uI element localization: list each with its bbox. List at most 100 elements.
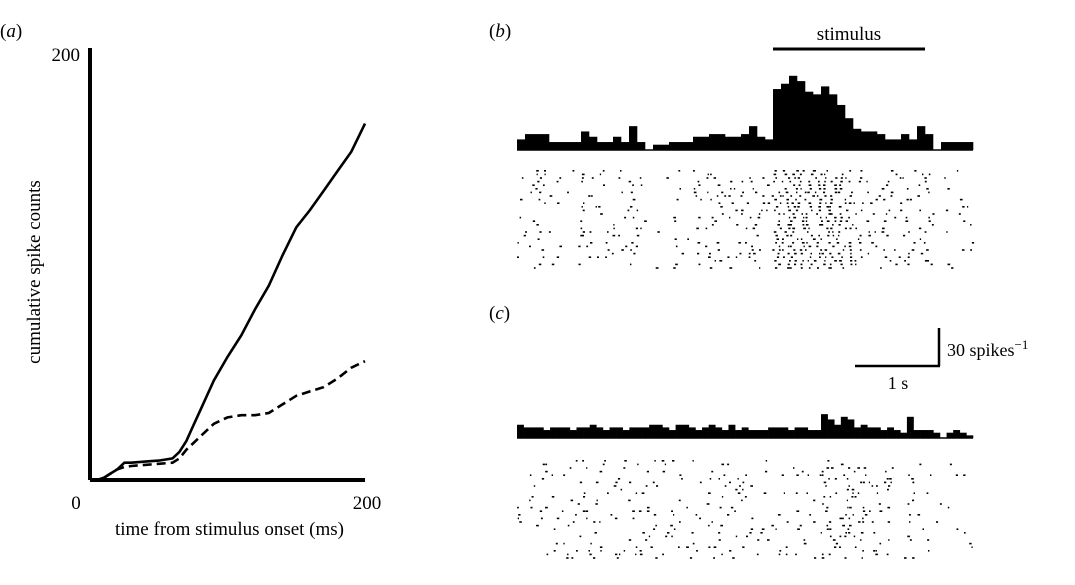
histogram-bar	[556, 427, 564, 438]
spike-tick	[936, 521, 939, 523]
spike-tick	[926, 492, 929, 494]
spike-tick	[632, 517, 635, 520]
spike-tick	[821, 470, 824, 473]
spike-tick	[842, 524, 845, 527]
spike-tick	[795, 209, 799, 212]
spike-tick	[840, 180, 843, 183]
histogram-bar	[906, 416, 914, 438]
spike-tick	[720, 206, 723, 208]
spike-tick	[647, 506, 650, 509]
spike-tick	[655, 524, 657, 527]
spike-tick	[517, 242, 519, 244]
spike-tick	[828, 209, 831, 212]
histogram-bar	[926, 430, 934, 438]
spike-tick	[730, 180, 733, 183]
spike-tick	[894, 249, 896, 251]
spike-tick	[798, 184, 801, 186]
spike-tick	[667, 532, 670, 534]
spike-tick	[840, 263, 843, 266]
spike-tick	[828, 267, 831, 269]
spike-tick	[582, 460, 584, 462]
spike-tick	[871, 242, 874, 244]
spike-tick	[595, 481, 599, 484]
spike-tick	[628, 539, 632, 541]
histogram-bar	[589, 424, 597, 438]
histogram-bar	[576, 427, 584, 438]
histogram-bar	[787, 430, 795, 438]
spike-tick	[803, 539, 806, 541]
spike-tick	[956, 528, 959, 530]
histogram-bar	[728, 424, 736, 438]
spike-tick	[795, 198, 797, 201]
spike-tick	[551, 496, 555, 498]
histogram-bar	[597, 142, 606, 150]
spike-tick	[958, 213, 961, 215]
spike-tick	[808, 245, 812, 248]
spike-tick	[742, 191, 744, 194]
spike-tick	[844, 227, 847, 230]
spike-tick	[779, 550, 782, 552]
spike-tick	[918, 227, 922, 230]
spike-tick	[718, 202, 721, 204]
spike-tick	[854, 546, 857, 548]
spike-tick	[862, 481, 865, 484]
spike-tick	[857, 467, 860, 469]
spike-tick	[849, 227, 852, 230]
spike-tick	[619, 553, 621, 556]
spike-tick	[838, 206, 842, 208]
spike-tick	[797, 177, 800, 179]
spike-tick	[823, 496, 826, 498]
spike-tick	[888, 485, 891, 487]
spike-tick	[818, 209, 821, 212]
spike-tick	[661, 460, 665, 462]
spike-tick	[963, 220, 966, 222]
histogram-bar	[573, 142, 582, 150]
spike-tick	[767, 539, 770, 541]
spike-tick	[810, 173, 814, 176]
spike-tick	[970, 224, 972, 226]
spike-tick	[711, 224, 714, 226]
spike-tick	[795, 553, 797, 556]
histogram-bar	[749, 126, 758, 150]
spike-tick	[801, 242, 805, 244]
spike-tick	[583, 496, 586, 498]
spike-tick	[707, 191, 709, 194]
spike-tick	[696, 227, 699, 230]
spike-tick	[802, 170, 805, 172]
spike-tick	[759, 249, 761, 251]
spike-tick	[616, 557, 619, 559]
spike-tick	[779, 202, 782, 204]
spike-tick	[805, 220, 808, 222]
spike-tick	[806, 492, 808, 494]
histogram-bar	[885, 139, 894, 150]
spike-tick	[846, 499, 848, 502]
spike-tick	[742, 481, 745, 484]
spike-tick	[890, 170, 894, 172]
spike-tick	[805, 249, 807, 251]
spike-tick	[782, 238, 784, 240]
spike-tick	[692, 460, 694, 462]
histogram-bar	[748, 430, 756, 438]
spike-tick	[815, 177, 817, 179]
spike-tick	[834, 546, 837, 548]
spike-tick	[876, 492, 879, 494]
spike-tick	[832, 539, 836, 541]
spike-tick	[863, 467, 867, 469]
spike-tick	[890, 195, 893, 197]
spike-tick	[839, 517, 843, 520]
spike-tick	[739, 252, 742, 255]
spike-tick	[781, 180, 784, 183]
spike-tick	[581, 206, 583, 208]
spike-tick	[607, 231, 609, 233]
spike-tick	[711, 216, 714, 219]
histogram-bars	[517, 75, 974, 151]
spike-tick	[760, 532, 763, 534]
spike-tick	[644, 220, 647, 222]
histogram-bar	[741, 427, 749, 438]
spike-tick	[807, 260, 809, 262]
spike-tick	[723, 474, 726, 476]
histogram-bar	[662, 427, 670, 438]
spike-tick	[630, 191, 633, 194]
spike-tick	[796, 510, 800, 512]
spike-tick	[544, 170, 546, 172]
